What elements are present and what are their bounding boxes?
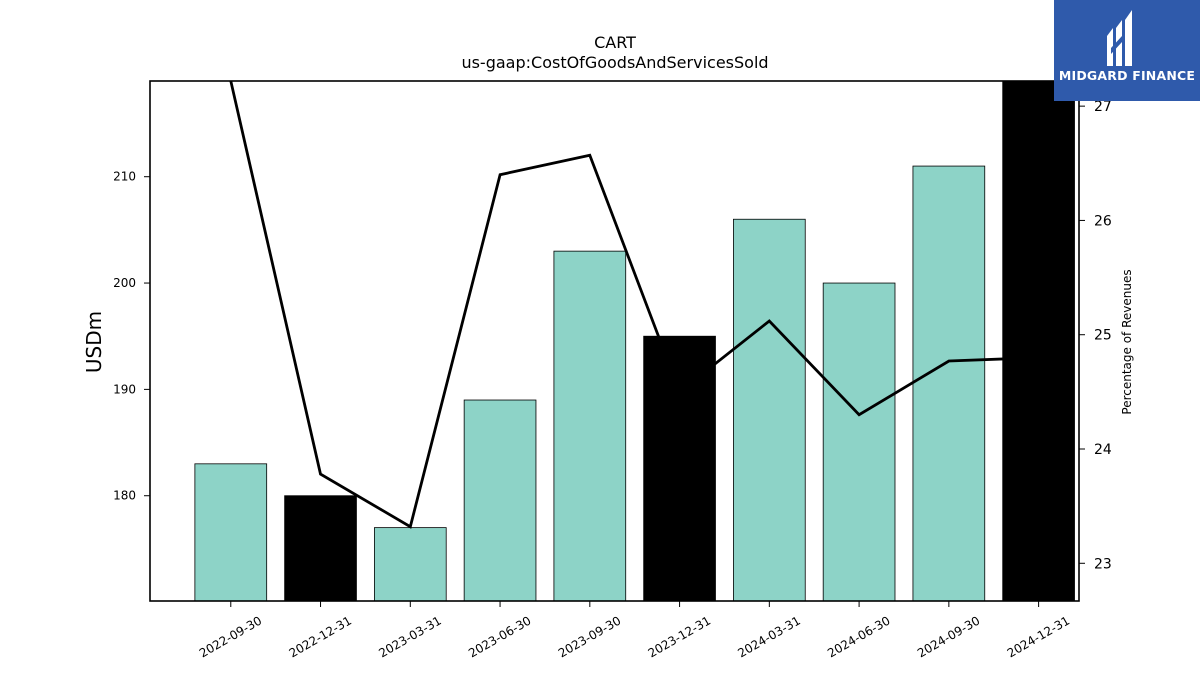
bar-2024-12-31 (1002, 80, 1075, 602)
y2-tick-label: 26 (1094, 213, 1112, 229)
bar-2023-03-31 (373, 527, 447, 602)
logo: MIDGARD FINANCE (1054, 0, 1200, 101)
bar-2022-12-31 (284, 495, 357, 602)
y2-tick-label: 24 (1094, 442, 1112, 458)
y2-tick-label: 23 (1094, 556, 1112, 572)
x-tick-label: 2024-12-31 (1005, 613, 1072, 660)
logo-text: MIDGARD FINANCE (1058, 68, 1196, 83)
x-tick-label: 2024-03-31 (735, 613, 802, 660)
bar-2024-06-30 (822, 282, 896, 602)
bar-2023-12-31 (643, 335, 716, 602)
bar-2022-09-30 (194, 463, 268, 602)
x-tick-label: 2023-06-30 (466, 613, 533, 660)
x-tick-label: 2023-12-31 (646, 613, 713, 660)
bar-2023-09-30 (553, 250, 627, 602)
x-tick-label: 2022-09-30 (197, 613, 264, 660)
y-tick-label: 180 (113, 489, 136, 503)
bar-2023-06-30 (463, 399, 537, 602)
y-tick-label: 190 (113, 382, 136, 396)
y2-tick-label: 27 (1094, 99, 1112, 115)
x-tick-label: 2023-03-31 (376, 613, 443, 660)
x-tick-label: 2024-09-30 (915, 613, 982, 660)
y2-tick-label: 25 (1094, 328, 1112, 344)
plot-frame (149, 80, 1080, 602)
x-tick-label: 2023-09-30 (556, 613, 623, 660)
y-tick-label: 210 (113, 170, 136, 184)
bar-series (194, 80, 1075, 602)
line-series (229, 80, 1039, 529)
y-axis-label: USDm (82, 311, 106, 373)
y-axis-left: 180 190 200 210 (113, 170, 150, 503)
bar-2024-09-30 (912, 165, 986, 602)
x-tick-label: 2024-06-30 (825, 613, 892, 660)
y-tick-label: 200 (113, 276, 136, 290)
chart-title: CART (594, 33, 636, 52)
chart-subtitle: us-gaap:CostOfGoodsAndServicesSold (461, 53, 768, 72)
y-axis-right: 23 24 25 26 27 (1079, 99, 1112, 572)
midgard-m-icon (1107, 10, 1132, 66)
y2-axis-label: Percentage of Revenues (1120, 269, 1134, 414)
bar-2024-03-31 (733, 218, 806, 602)
x-tick-label: 2022-12-31 (287, 613, 354, 660)
x-axis: 2022-09-30 2022-12-31 2023-03-31 2023-06-30… (197, 601, 1072, 660)
